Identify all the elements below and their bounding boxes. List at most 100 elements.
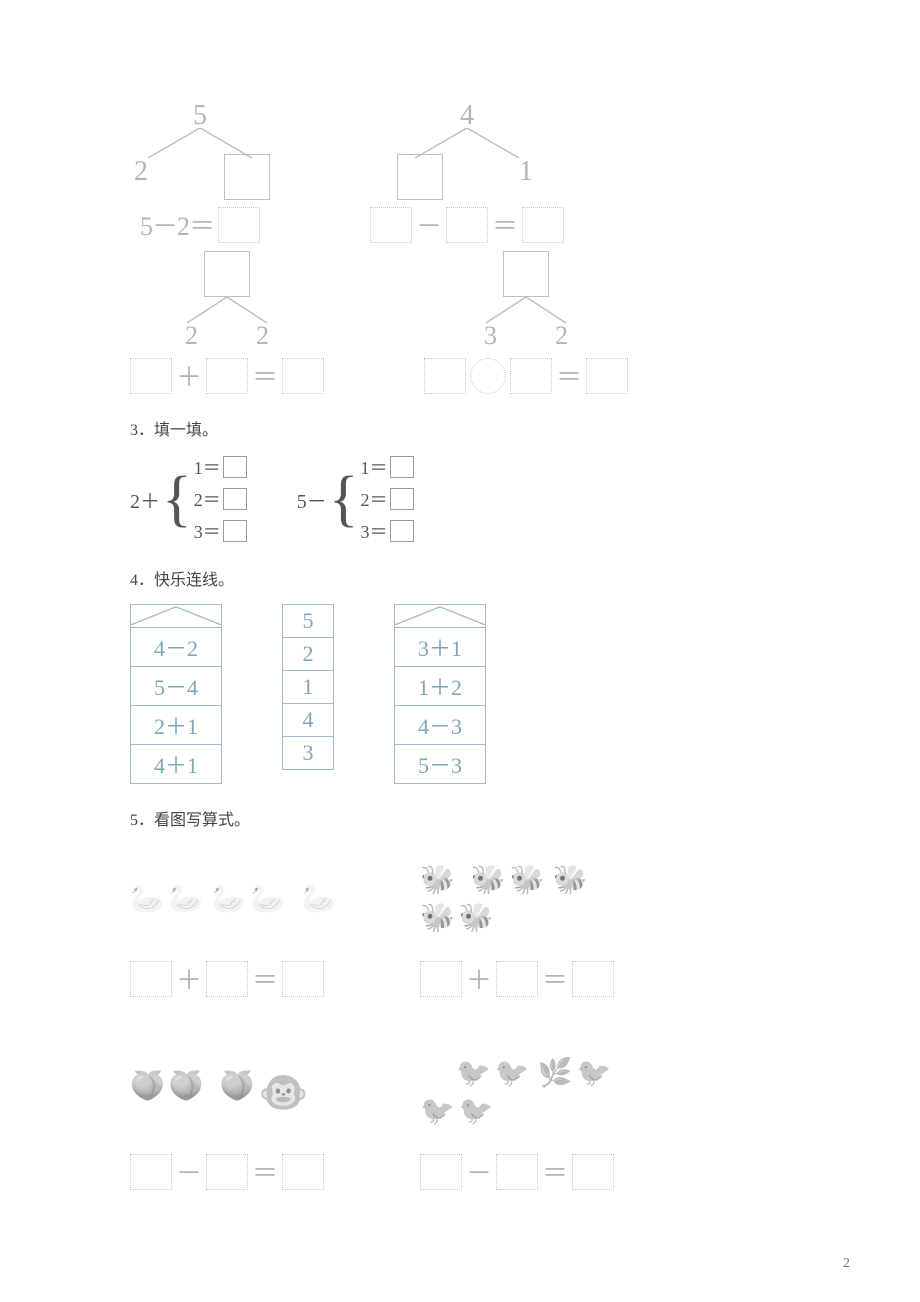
number-bond-c: 2 2 (157, 251, 297, 351)
duck-icon: 🦢 (130, 882, 165, 916)
q5-title: 5．看图写算式。 (130, 806, 790, 830)
op-equals: ＝ (556, 357, 582, 394)
match-item[interactable]: 1 (283, 670, 333, 703)
answer-box[interactable] (390, 520, 414, 542)
q3-left-rows: 1＝ 2＝ 3＝ (194, 454, 247, 544)
page-number: 2 (843, 1256, 850, 1272)
q3-left-set: 2＋ { 1＝ 2＝ 3＝ (130, 454, 247, 544)
brace-row: 2＝ (361, 486, 414, 512)
answer-box[interactable] (130, 358, 172, 394)
answer-box[interactable] (223, 520, 247, 542)
match-item[interactable]: 5－4 (131, 666, 221, 705)
answer-box[interactable] (206, 358, 248, 394)
brace-row: 3＝ (194, 518, 247, 544)
brace-icon: { (162, 470, 192, 529)
bonds-row-2: 2 2 ＋ ＝ 3 2 ＝ (130, 251, 790, 394)
answer-box[interactable] (446, 207, 488, 243)
number-bond-b: 4 1 (397, 100, 537, 200)
q5-block-peaches: 🍑🍑 🍑 🐵 － ＝ (130, 1037, 340, 1190)
answer-box[interactable] (223, 488, 247, 510)
number-bond-a: 5 2 (130, 100, 270, 200)
match-item[interactable]: 3＋1 (395, 627, 485, 666)
branch-icon: 🌿 (538, 1056, 573, 1090)
row-text: 2＝ (361, 486, 388, 512)
match-item[interactable]: 5 (283, 605, 333, 637)
bond-right-box[interactable] (224, 154, 270, 200)
bond-right-value: 2 (555, 321, 568, 351)
q4-content: 4－2 5－4 2＋1 4＋1 5 2 1 4 3 3＋1 1＋2 4－3 5－… (130, 604, 790, 784)
bird-icon: 🐦 (495, 1056, 530, 1090)
bond-branches (456, 297, 596, 327)
answer-box[interactable] (496, 1154, 538, 1190)
q3-content: 2＋ { 1＝ 2＝ 3＝ 5－ { 1＝ 2＝ 3＝ (130, 454, 790, 544)
bond-a-equation: 5－2＝ (140, 206, 260, 243)
answer-box[interactable] (218, 207, 260, 243)
brace-row: 1＝ (194, 454, 247, 480)
bond-left-value: 2 (134, 156, 148, 188)
answer-box[interactable] (510, 358, 552, 394)
peach-icon: 🍑 (169, 1069, 204, 1116)
bird-icon: 🐦 (420, 1094, 455, 1128)
q3-left-lhs: 2＋ (130, 485, 160, 514)
q5-block-bees: 🐝 🐝🐝 🐝 🐝🐝 ＋ ＝ (420, 844, 630, 997)
match-item[interactable]: 4 (283, 703, 333, 736)
answer-box[interactable] (282, 1154, 324, 1190)
op-equals: ＝ (252, 357, 278, 394)
answer-box[interactable] (420, 1154, 462, 1190)
match-item[interactable]: 1＋2 (395, 666, 485, 705)
answer-box[interactable] (522, 207, 564, 243)
roof-icon (395, 605, 485, 627)
bonds-row-1: 5 2 5－2＝ 4 1 － ＝ (130, 100, 790, 243)
q3-title: 3．填一填。 (130, 416, 790, 440)
duck-icon: 🦢 (169, 882, 204, 916)
answer-box[interactable] (424, 358, 466, 394)
answer-box[interactable] (370, 207, 412, 243)
answer-box[interactable] (420, 961, 462, 997)
match-item[interactable]: 3 (283, 736, 333, 769)
bond-c-equation: ＋ ＝ (130, 357, 324, 394)
match-item[interactable]: 2＋1 (131, 705, 221, 744)
answer-box[interactable] (390, 456, 414, 478)
op-plus: ＋ (466, 960, 492, 997)
bond-left-box[interactable] (397, 154, 443, 200)
answer-box[interactable] (572, 1154, 614, 1190)
match-item[interactable]: 4＋1 (131, 744, 221, 783)
bee-icon: 🐝 (420, 901, 455, 935)
bond-left-value: 3 (484, 321, 497, 351)
op-equals: ＝ (252, 1153, 278, 1190)
op-plus: ＋ (176, 357, 202, 394)
row-text: 2＝ (194, 486, 221, 512)
answer-box[interactable] (130, 961, 172, 997)
match-item[interactable]: 4－3 (395, 705, 485, 744)
answer-box[interactable] (496, 961, 538, 997)
bond-top-box[interactable] (503, 251, 549, 297)
q3-right-lhs: 5－ (297, 485, 327, 514)
q5-block-ducks: 🦢🦢 🦢🦢 🦢 ＋ ＝ (130, 844, 340, 997)
match-item[interactable]: 2 (283, 637, 333, 670)
answer-box[interactable] (223, 456, 247, 478)
bond-b-equation: － ＝ (370, 206, 564, 243)
answer-box[interactable] (586, 358, 628, 394)
monkey-icon: 🐵 (259, 1069, 309, 1116)
q3-right-rows: 1＝ 2＝ 3＝ (361, 454, 414, 544)
op-equals: ＝ (492, 206, 518, 243)
row-text: 3＝ (361, 518, 388, 544)
picture-peaches: 🍑🍑 🍑 🐵 (130, 1037, 340, 1147)
answer-box[interactable] (206, 1154, 248, 1190)
answer-box[interactable] (572, 961, 614, 997)
answer-box[interactable] (282, 358, 324, 394)
bee-icon: 🐝 (459, 901, 494, 935)
match-item[interactable]: 5－3 (395, 744, 485, 783)
op-equals: ＝ (252, 960, 278, 997)
operator-circle[interactable] (470, 358, 506, 394)
bond-top-box[interactable] (204, 251, 250, 297)
answer-box[interactable] (130, 1154, 172, 1190)
answer-box[interactable] (206, 961, 248, 997)
q5-equation: － ＝ (130, 1153, 340, 1190)
answer-box[interactable] (390, 488, 414, 510)
row-text: 1＝ (361, 454, 388, 480)
match-item[interactable]: 4－2 (131, 627, 221, 666)
brace-row: 2＝ (194, 486, 247, 512)
q5-equation: ＋ ＝ (130, 960, 340, 997)
answer-box[interactable] (282, 961, 324, 997)
